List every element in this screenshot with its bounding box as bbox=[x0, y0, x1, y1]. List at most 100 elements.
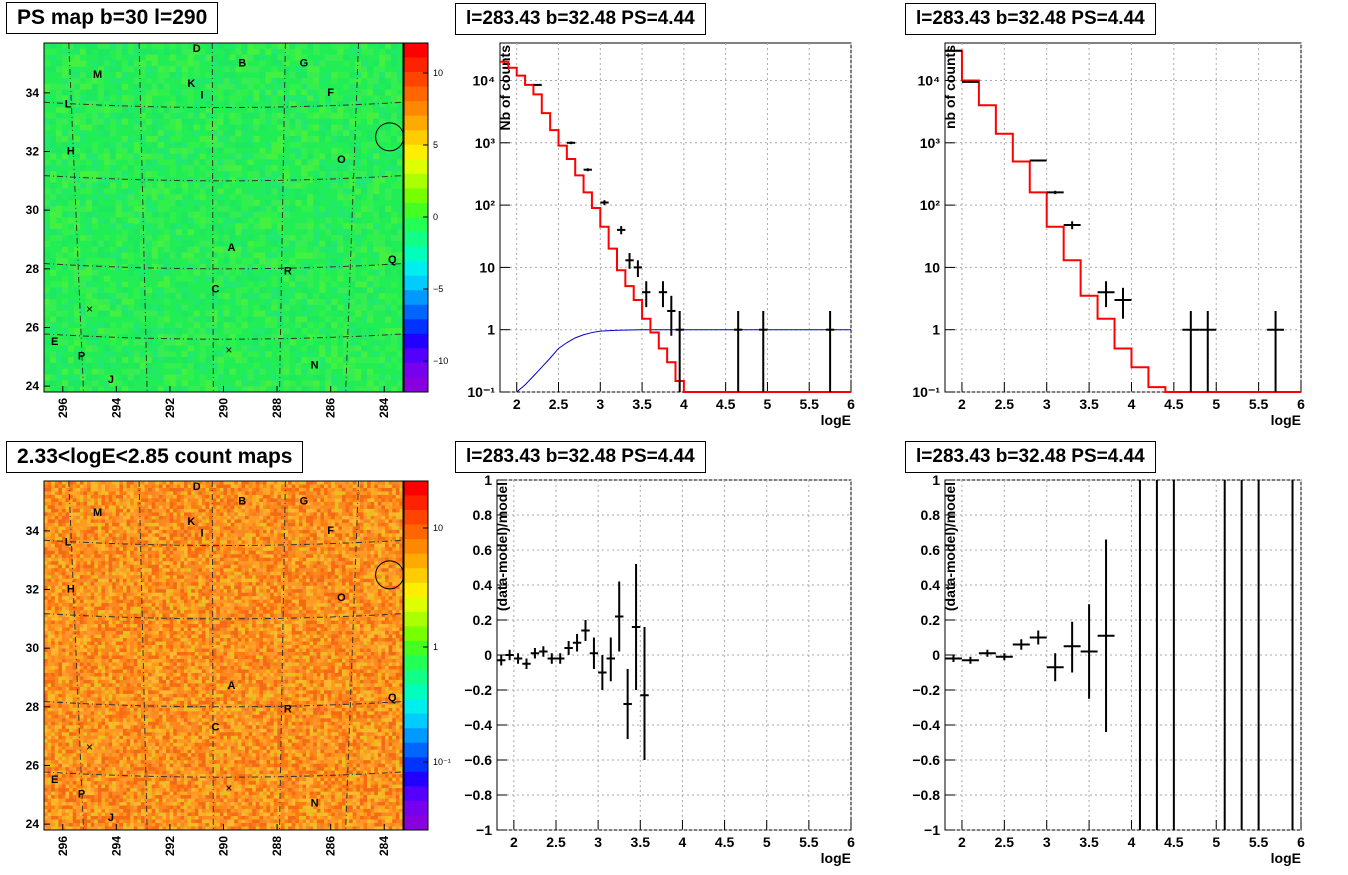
map-pixel bbox=[391, 211, 398, 218]
map-pixel bbox=[235, 281, 242, 288]
map-pixel bbox=[87, 631, 91, 635]
map-pixel bbox=[108, 564, 113, 569]
map-pixel bbox=[58, 501, 63, 506]
map-pixel bbox=[79, 264, 87, 271]
map-pixel bbox=[83, 487, 88, 492]
map-pixel bbox=[85, 258, 93, 265]
map-pixel bbox=[109, 112, 117, 119]
map-pixel bbox=[76, 585, 81, 590]
map-pixel bbox=[385, 153, 392, 160]
map-pixel bbox=[127, 54, 135, 61]
map-pixel bbox=[54, 714, 59, 719]
map-pixel bbox=[108, 589, 113, 593]
map-pixel bbox=[87, 515, 91, 520]
map-pixel bbox=[157, 130, 164, 137]
map-pixel bbox=[101, 505, 106, 510]
map-pixel bbox=[51, 522, 56, 527]
map-pixel bbox=[58, 760, 63, 764]
map-pixel bbox=[108, 578, 113, 583]
map-pixel bbox=[349, 281, 356, 288]
map-pixel bbox=[94, 665, 99, 670]
map-pixel bbox=[229, 106, 236, 114]
map-pixel bbox=[97, 788, 102, 792]
map-pixel bbox=[307, 194, 314, 201]
map-pixel bbox=[83, 505, 88, 510]
map-pixel bbox=[103, 165, 111, 172]
map-pixel bbox=[83, 494, 88, 499]
map-pixel bbox=[69, 658, 74, 663]
map-source-label: A bbox=[228, 242, 236, 254]
map-texture bbox=[44, 481, 404, 831]
map-pixel bbox=[67, 170, 75, 178]
map-pixel bbox=[72, 498, 77, 503]
map-pixel bbox=[241, 229, 248, 236]
map-pixel bbox=[91, 83, 99, 90]
map-pixel bbox=[47, 819, 52, 824]
map-pixel bbox=[58, 679, 63, 684]
map-pixel bbox=[51, 665, 56, 670]
map-pixel bbox=[122, 526, 127, 531]
map-pixel bbox=[307, 368, 314, 375]
map-pixel bbox=[247, 316, 254, 323]
map-pixel bbox=[103, 205, 111, 212]
map-pixel bbox=[169, 165, 176, 172]
map-pixel bbox=[121, 287, 129, 294]
map-pixel bbox=[97, 732, 102, 737]
map-pixel bbox=[47, 568, 52, 573]
map-pixel bbox=[61, 679, 66, 684]
map-pixel bbox=[271, 234, 278, 242]
map-pixel bbox=[379, 147, 386, 154]
map-pixel bbox=[337, 124, 344, 131]
map-pixel bbox=[103, 101, 111, 108]
map-pixel bbox=[397, 66, 404, 73]
map-pixel bbox=[115, 596, 120, 600]
map-pixel bbox=[94, 617, 99, 621]
map-pixel bbox=[85, 298, 93, 306]
map-pixel bbox=[55, 136, 63, 143]
map-pixel bbox=[277, 182, 284, 189]
map-pixel bbox=[355, 328, 362, 335]
map-pixel bbox=[253, 54, 260, 61]
map-pixel bbox=[79, 665, 84, 670]
map-pixel bbox=[69, 519, 74, 524]
map-pixel bbox=[72, 491, 77, 496]
map-pixel bbox=[289, 298, 296, 306]
map-pixel bbox=[175, 106, 182, 114]
map-pixel bbox=[145, 48, 152, 55]
map-pixel bbox=[397, 159, 404, 166]
map-pixel bbox=[76, 631, 81, 635]
map-pixel bbox=[397, 258, 404, 265]
map-pixel bbox=[54, 795, 59, 799]
map-pixel bbox=[55, 351, 63, 358]
map-pixel bbox=[105, 753, 109, 758]
map-pixel bbox=[44, 648, 48, 653]
map-pixel bbox=[87, 690, 91, 695]
map-pixel bbox=[61, 739, 66, 744]
map-pixel bbox=[109, 374, 117, 381]
map-pixel bbox=[44, 568, 48, 573]
map-pixel bbox=[289, 153, 296, 160]
map-pixel bbox=[65, 561, 70, 566]
map-pixel bbox=[79, 819, 84, 824]
map-pixel bbox=[115, 753, 120, 758]
map-pixel bbox=[101, 805, 106, 810]
map-pixel bbox=[373, 275, 380, 282]
map-pixel bbox=[61, 182, 69, 189]
map-pixel bbox=[51, 641, 56, 646]
map-pixel bbox=[44, 95, 51, 102]
map-pixel bbox=[259, 43, 266, 50]
map-pixel bbox=[187, 357, 194, 364]
map-pixel bbox=[83, 686, 88, 691]
map-pixel bbox=[277, 106, 284, 114]
map-pixel bbox=[61, 788, 66, 792]
x-tick-label: 6 bbox=[847, 396, 855, 412]
map-pixel bbox=[115, 725, 120, 730]
map-pixel bbox=[343, 322, 350, 329]
map-pixel bbox=[379, 362, 386, 370]
map-pixel bbox=[97, 707, 102, 712]
map-pixel bbox=[277, 333, 284, 340]
data-point bbox=[1199, 310, 1217, 392]
map-pixel bbox=[253, 258, 260, 265]
map-pixel bbox=[90, 536, 95, 541]
map-pixel bbox=[83, 781, 88, 785]
